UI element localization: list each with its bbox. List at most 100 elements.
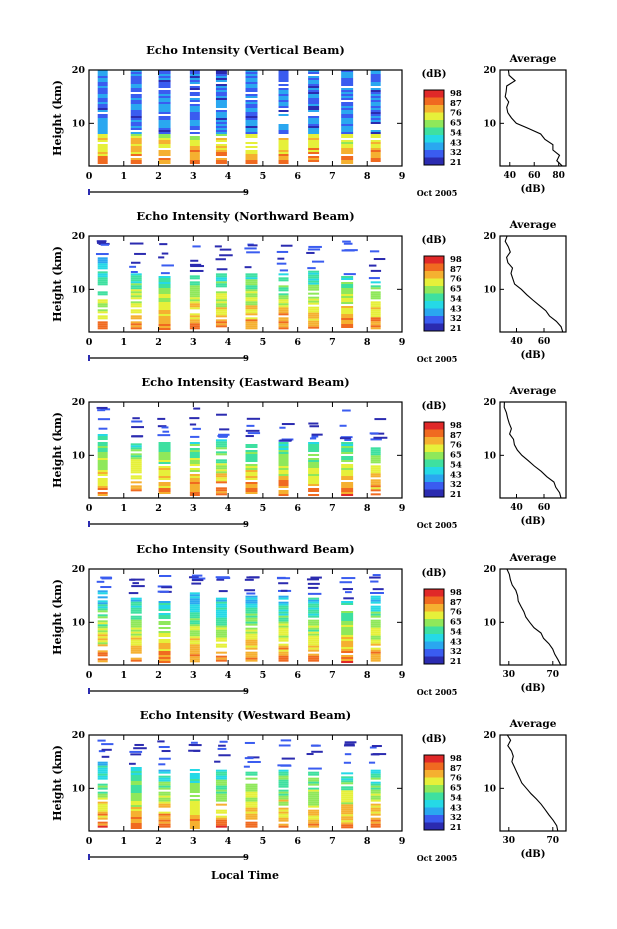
heatmap-cell bbox=[341, 284, 354, 286]
heatmap-cell bbox=[308, 90, 320, 92]
heatmap-cell bbox=[370, 789, 381, 792]
heatmap-cell bbox=[341, 820, 354, 823]
heatmap-cell bbox=[97, 624, 108, 627]
heatmap-cell bbox=[158, 805, 171, 808]
heatmap-cell bbox=[278, 100, 289, 102]
heatmap-cell bbox=[215, 98, 227, 100]
heatmap-cell bbox=[278, 289, 289, 292]
heatmap-cell bbox=[215, 605, 227, 608]
heatmap-cell bbox=[370, 635, 381, 638]
heatmap-cell bbox=[341, 786, 354, 789]
y-tick-label: 20 bbox=[72, 397, 86, 408]
heatmap-cell bbox=[158, 326, 171, 328]
colorbar-tick-label: 87 bbox=[450, 764, 462, 774]
x-tick-label: 6 bbox=[294, 171, 301, 182]
heatmap-cell bbox=[245, 470, 258, 472]
heatmap-cell bbox=[97, 614, 108, 617]
heatmap-cell bbox=[245, 162, 258, 164]
heatmap-cell bbox=[189, 158, 200, 160]
heatmap-cell bbox=[215, 313, 227, 316]
heatmap-cell bbox=[189, 70, 200, 72]
heatmap-cell bbox=[278, 797, 289, 800]
heatmap-cell bbox=[189, 281, 200, 284]
heatmap-cell bbox=[130, 807, 142, 809]
heatmap-cell bbox=[245, 823, 258, 826]
heatmap-cell bbox=[370, 611, 381, 614]
heatmap-cell bbox=[158, 78, 171, 80]
heatmap-cell bbox=[341, 778, 354, 781]
colorbar-tick-label: 76 bbox=[450, 109, 462, 119]
heatmap-cell bbox=[278, 148, 289, 150]
heatmap-cell bbox=[308, 819, 320, 822]
heatmap-cell bbox=[308, 603, 320, 606]
heatmap-cell bbox=[370, 813, 381, 816]
heatmap-cell bbox=[341, 788, 354, 791]
heatmap-cell bbox=[97, 739, 106, 742]
colorbar-tick-label: 65 bbox=[450, 119, 462, 129]
heatmap-cell bbox=[97, 148, 108, 150]
heatmap-cell bbox=[341, 152, 354, 154]
heatmap-cell bbox=[218, 590, 228, 593]
date-label: Oct 2005 bbox=[417, 687, 458, 697]
heatmap-cell bbox=[157, 425, 167, 428]
heatmap-cell bbox=[341, 619, 354, 621]
heatmap-cell bbox=[130, 645, 142, 648]
heatmap-cell bbox=[341, 808, 354, 811]
heatmap-cell bbox=[97, 114, 108, 116]
panel-3: Echo Intensity (Southward Beam)0 1 2 3 4 5 6 7 8… bbox=[51, 542, 567, 697]
colorbar-segment bbox=[424, 815, 444, 823]
colorbar-frame bbox=[423, 588, 445, 665]
heatmap-cell bbox=[158, 823, 171, 826]
heatmap-cell bbox=[215, 100, 227, 102]
heatmap-cell bbox=[215, 443, 227, 446]
heatmap-cell bbox=[160, 272, 170, 275]
heatmap-cell bbox=[341, 790, 354, 793]
heatmap-cell bbox=[308, 488, 320, 490]
heatmap-cell bbox=[189, 616, 200, 619]
heatmap-cell bbox=[192, 245, 201, 248]
x-tick-label: 8 bbox=[364, 836, 371, 847]
heatmap-cell bbox=[370, 615, 381, 618]
heatmap-cell bbox=[343, 242, 353, 245]
profile-x-label: (dB) bbox=[521, 516, 546, 527]
heatmap-cell bbox=[158, 290, 171, 292]
heatmap-cell bbox=[97, 658, 108, 661]
heatmap-cell bbox=[130, 96, 142, 98]
heatmap-cell bbox=[245, 787, 258, 790]
heatmap-cell bbox=[158, 613, 171, 615]
heatmap-cell bbox=[158, 320, 171, 322]
heatmap-cell bbox=[308, 272, 320, 275]
profile-frame bbox=[499, 69, 567, 167]
heatmap-cell bbox=[218, 744, 226, 747]
heatmap-cell bbox=[245, 313, 258, 316]
heatmap-cell bbox=[308, 84, 320, 86]
heatmap-cell bbox=[189, 494, 200, 496]
heatmap-cell bbox=[278, 466, 289, 468]
heatmap-cell bbox=[97, 132, 108, 134]
heatmap-cell bbox=[158, 314, 171, 316]
heatmap-cell bbox=[278, 156, 289, 158]
heatmap-cell bbox=[344, 438, 352, 441]
heatmap-cell bbox=[370, 809, 381, 812]
heatmap-cell bbox=[158, 300, 171, 302]
colorbar-segment bbox=[424, 626, 444, 635]
heatmap-cell bbox=[97, 317, 108, 320]
heatmap-cell bbox=[158, 605, 171, 607]
heatmap-cell bbox=[130, 72, 142, 74]
heatmap-cell bbox=[97, 106, 108, 108]
heatmap-cell bbox=[97, 305, 108, 308]
heatmap-cell bbox=[245, 104, 258, 106]
heatmap-cell bbox=[161, 252, 169, 255]
heatmap-cell bbox=[278, 98, 289, 100]
heatmap-cell bbox=[215, 311, 227, 314]
heatmap-cell bbox=[219, 428, 230, 431]
heatmap-cell bbox=[215, 323, 227, 326]
heatmap-cell bbox=[308, 160, 320, 162]
profile-y-tick-label: 20 bbox=[483, 565, 496, 575]
heatmap-columns bbox=[97, 739, 387, 829]
profile-y-tick-label: 20 bbox=[483, 731, 496, 741]
heatmap-cell bbox=[97, 608, 108, 611]
heatmap-cell bbox=[341, 310, 354, 312]
heatmap-cell bbox=[342, 409, 351, 412]
heatmap-cell bbox=[245, 132, 258, 134]
